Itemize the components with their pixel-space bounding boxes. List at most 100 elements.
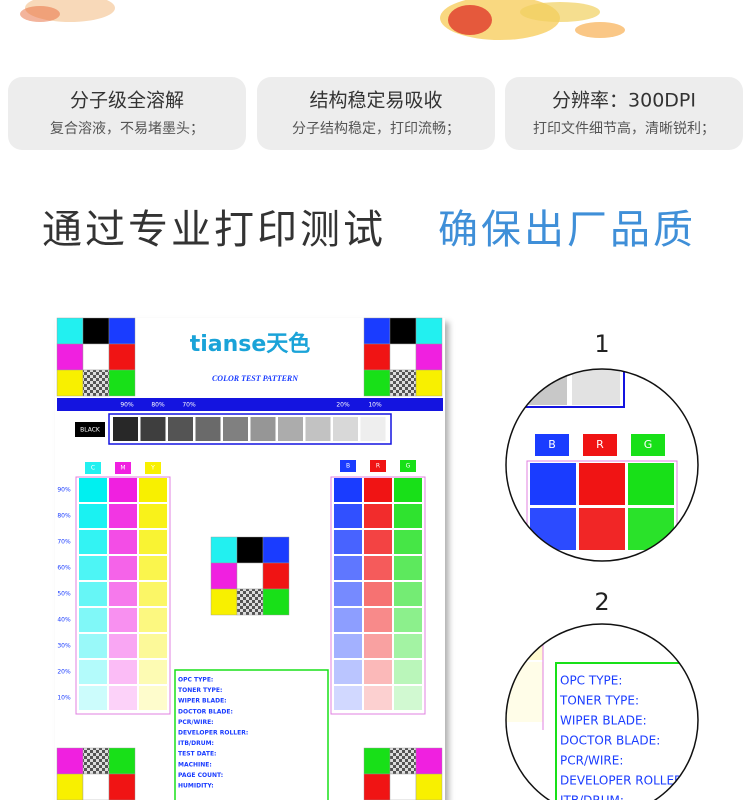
- zoom-1: 1 B R G: [505, 330, 699, 562]
- scale-label: 20%: [336, 402, 350, 409]
- color-patch: [363, 343, 391, 371]
- tint-patch: [109, 634, 137, 658]
- tint-patch: [364, 582, 392, 606]
- feature-title: 分辨率：300DPI: [552, 90, 696, 112]
- color-patch: [579, 508, 625, 550]
- headline-part1: 通过专业打印测试: [42, 207, 386, 253]
- tint-patch: [394, 582, 422, 606]
- tint-patch: [364, 660, 392, 684]
- color-patch: [82, 343, 110, 371]
- color-patch: [363, 369, 391, 397]
- tint-patch: [394, 608, 422, 632]
- channel-label: B: [346, 463, 350, 470]
- form-field: OPC TYPE:: [178, 677, 213, 684]
- tint-patch: [139, 634, 167, 658]
- color-patch: [236, 588, 264, 616]
- tint-patch: [139, 504, 167, 528]
- tint-patch: [79, 478, 107, 502]
- tint-patch: [109, 556, 137, 580]
- color-patch: [210, 588, 238, 616]
- scale-label: 70%: [182, 402, 196, 409]
- tint-patch: [394, 660, 422, 684]
- color-patch: [236, 562, 264, 590]
- channel-label: R: [596, 438, 604, 451]
- color-patch: [579, 463, 625, 505]
- color-patch: [363, 317, 391, 345]
- color-patch: [82, 369, 110, 397]
- channel-label: C: [91, 465, 95, 472]
- row-label: 80%: [57, 513, 71, 520]
- color-patch: [108, 773, 136, 800]
- feature-card: [257, 77, 495, 150]
- gray-patch: [250, 417, 276, 441]
- gray-patch: [360, 417, 386, 441]
- tint-patch: [334, 478, 362, 502]
- color-patch: [415, 773, 443, 800]
- blue-border: [506, 369, 625, 408]
- feature-text: 打印文件细节高，清晰锐利；: [533, 120, 715, 137]
- color-patch: [389, 343, 417, 371]
- tint-patch: [334, 686, 362, 710]
- channel-label: G: [406, 463, 411, 470]
- channel-header: [145, 462, 161, 474]
- tint-patch: [109, 504, 137, 528]
- column-frame: [75, 476, 171, 715]
- feature-card: [8, 77, 246, 150]
- channel-header: [340, 460, 356, 472]
- gray-patch: [223, 417, 248, 441]
- channel-header: [370, 460, 386, 472]
- tint-patch: [334, 608, 362, 632]
- tint-patch: [394, 530, 422, 554]
- decoration: [20, 0, 625, 40]
- color-patch: [56, 747, 84, 775]
- zoom-label: 2: [594, 588, 609, 616]
- channel-header: [85, 462, 101, 474]
- gray-patch: [333, 417, 358, 441]
- form-field: TONER TYPE:: [178, 687, 222, 694]
- headline-part2: 确保出厂品质: [438, 207, 696, 253]
- tint-patch: [79, 530, 107, 554]
- color-patch: [363, 773, 391, 800]
- tint-patch: [109, 582, 137, 606]
- color-patch: [415, 317, 443, 345]
- color-patch: [56, 343, 84, 371]
- color-patch: [108, 317, 136, 345]
- tint-patch: [79, 504, 107, 528]
- form-field: DEVELOPER ROLLER:: [178, 730, 248, 737]
- color-patch: [262, 562, 290, 590]
- channel-header: [631, 434, 665, 456]
- zoom-circle: [505, 368, 699, 562]
- gray-patch: [140, 417, 166, 441]
- form-field: WIPER BLADE:: [178, 698, 227, 705]
- zoom-label: 1: [594, 330, 609, 358]
- row-label: 20%: [57, 669, 71, 676]
- tint-patch: [334, 556, 362, 580]
- form-field: MACHINE:: [178, 761, 212, 768]
- color-patch: [108, 343, 136, 371]
- row-label: 70%: [57, 539, 71, 546]
- tint-patch: [394, 478, 422, 502]
- tint-patch: [394, 634, 422, 658]
- row-label: 10%: [57, 695, 71, 702]
- feature-text: 复合溶液，不易堵墨头；: [50, 120, 204, 137]
- form-field: ITB/DRUM:: [560, 794, 624, 800]
- tint-patch: [79, 660, 107, 684]
- feature-card: [505, 77, 743, 150]
- color-patch: [389, 317, 417, 345]
- color-patch: [363, 747, 391, 775]
- color-patch: [628, 463, 674, 505]
- feature-title: 结构稳定易吸收: [309, 90, 442, 112]
- tint-patch: [109, 530, 137, 554]
- gray-frame: [108, 413, 392, 445]
- color-patch: [262, 536, 290, 564]
- form-field: TEST DATE:: [178, 751, 216, 758]
- color-patch: [415, 747, 443, 775]
- tint-patch: [394, 504, 422, 528]
- channel-header: [115, 462, 131, 474]
- form-field: WIPER BLADE:: [560, 714, 647, 728]
- channel-label: Y: [150, 465, 155, 472]
- tint-patch: [364, 478, 392, 502]
- tint-patch: [364, 686, 392, 710]
- gray-patch: [305, 417, 331, 441]
- gray-patch: [168, 417, 193, 441]
